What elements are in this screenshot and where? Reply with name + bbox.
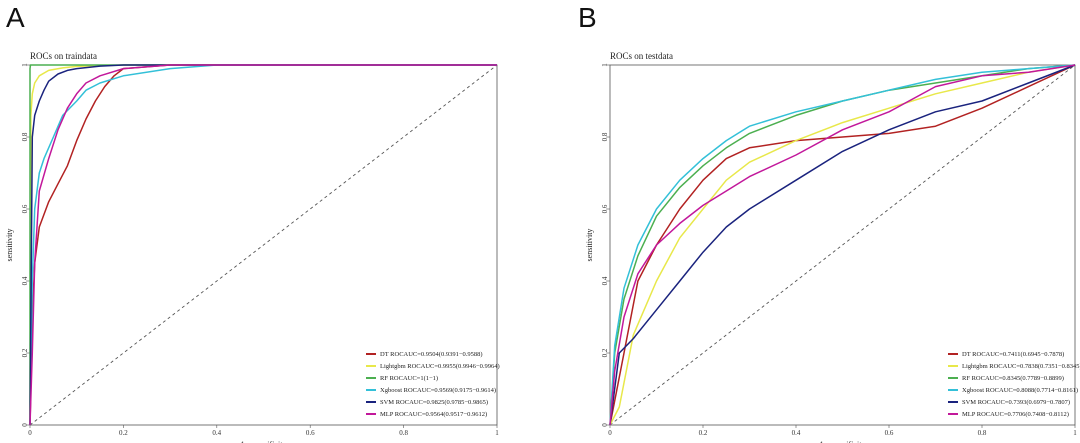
chart-title: ROCs on traindata	[30, 51, 97, 61]
legend-label: Lightgbm ROCAUC=0.9955(0.9946−0.9964)	[380, 363, 500, 370]
legend-label: MLP ROCAUC=0.7706(0.7408−0.8112)	[962, 411, 1069, 418]
y-tick-label: 1	[601, 63, 609, 67]
y-tick-label: 0	[21, 423, 29, 427]
legend-label: DT ROCAUC=0.9504(0.9391−0.9588)	[380, 351, 483, 358]
x-tick-label: 0.8	[978, 429, 987, 437]
y-tick-label: 0	[601, 423, 609, 427]
legend-label: SVM ROCAUC=0.7393(0.6979−0.7807)	[962, 399, 1070, 406]
roc-curve	[29, 64, 497, 426]
panel-letter: A	[6, 2, 25, 33]
roc-curve	[609, 64, 1076, 426]
roc-curve	[609, 64, 1076, 426]
x-tick-label: 0	[608, 429, 612, 437]
panel-a: A ROCs on traindata 0 0.2 0.4 0.6 0.8 1 0 0.2 0.4…	[5, 2, 500, 443]
roc-curve	[29, 64, 497, 426]
legend-label: DT ROCAUC=0.7411(0.6945−0.7878)	[962, 351, 1064, 358]
roc-chart-test: ROCs on testdata 0 0.2 0.4 0.6 0.8 1 0 0.2 0.4 0.6…	[585, 51, 1080, 443]
x-tick-label: 0.6	[885, 429, 894, 437]
legend-label: Xgboost ROCAUC=0.8088(0.7714−0.8161)	[962, 387, 1078, 394]
diagonal-reference-line	[609, 64, 1076, 426]
roc-curve	[609, 64, 1076, 426]
y-tick-label: 0.6	[21, 204, 29, 213]
y-axis-title: sensitivity	[5, 229, 14, 262]
y-tick-label: 0.8	[21, 132, 29, 141]
x-tick-label: 0.2	[699, 429, 708, 437]
legend-label: RF ROCAUC=1(1−1)	[380, 375, 438, 382]
x-tick-label: 1	[495, 429, 499, 437]
y-tick-label: 0.2	[601, 348, 609, 357]
roc-curve	[609, 64, 1076, 426]
roc-curve	[609, 64, 1076, 426]
y-tick-label: 0.4	[601, 276, 609, 285]
x-tick-label: 0.4	[792, 429, 801, 437]
roc-curve	[609, 64, 1076, 426]
panel-letter: B	[578, 2, 597, 33]
legend-label: MLP ROCAUC=0.9564(0.9517−0.9612)	[380, 411, 487, 418]
y-tick-label: 0.4	[21, 276, 29, 285]
diagonal-reference-line	[29, 64, 498, 426]
y-tick-label: 1	[21, 63, 29, 67]
x-tick-label: 0.8	[399, 429, 408, 437]
x-tick-label: 0	[28, 429, 32, 437]
y-tick-label: 0.6	[601, 204, 609, 213]
x-axis-title: 1 − specificity	[241, 440, 287, 443]
x-tick-label: 0.2	[119, 429, 128, 437]
roc-curve	[29, 64, 497, 426]
legend-label: SVM ROCAUC=0.9825(0.9785−0.9865)	[380, 399, 488, 406]
y-tick-label: 0.2	[21, 348, 29, 357]
chart-title: ROCs on testdata	[610, 51, 673, 61]
x-tick-label: 1	[1073, 429, 1077, 437]
plot-frame	[609, 64, 1076, 426]
x-tick-label: 0.4	[212, 429, 221, 437]
legend-label: Xgboost ROCAUC=0.9569(0.9175−0.9614)	[380, 387, 496, 394]
legend-label: Lightgbm ROCAUC=0.7838(0.7351−0.8345)	[962, 363, 1080, 370]
roc-chart-train: ROCs on traindata 0 0.2 0.4 0.6 0.8 1 0 0.2 0.4 0.…	[5, 51, 500, 443]
roc-curve	[29, 64, 497, 426]
y-axis-title: sensitivity	[585, 229, 594, 262]
y-tick-label: 0.8	[601, 132, 609, 141]
x-axis-title: 1 − specificity	[820, 440, 866, 443]
panel-b: B ROCs on testdata 0 0.2 0.4 0.6 0.8 1 0 0.2 0.4 0…	[540, 0, 1080, 443]
legend: DT ROCAUC=0.7411(0.6945−0.7878) Lightgbm …	[948, 351, 1080, 418]
legend: DT ROCAUC=0.9504(0.9391−0.9588) Lightgbm …	[366, 351, 500, 418]
legend-label: RF ROCAUC=0.8345(0.7789−0.8899)	[962, 375, 1064, 382]
x-tick-label: 0.6	[306, 429, 315, 437]
